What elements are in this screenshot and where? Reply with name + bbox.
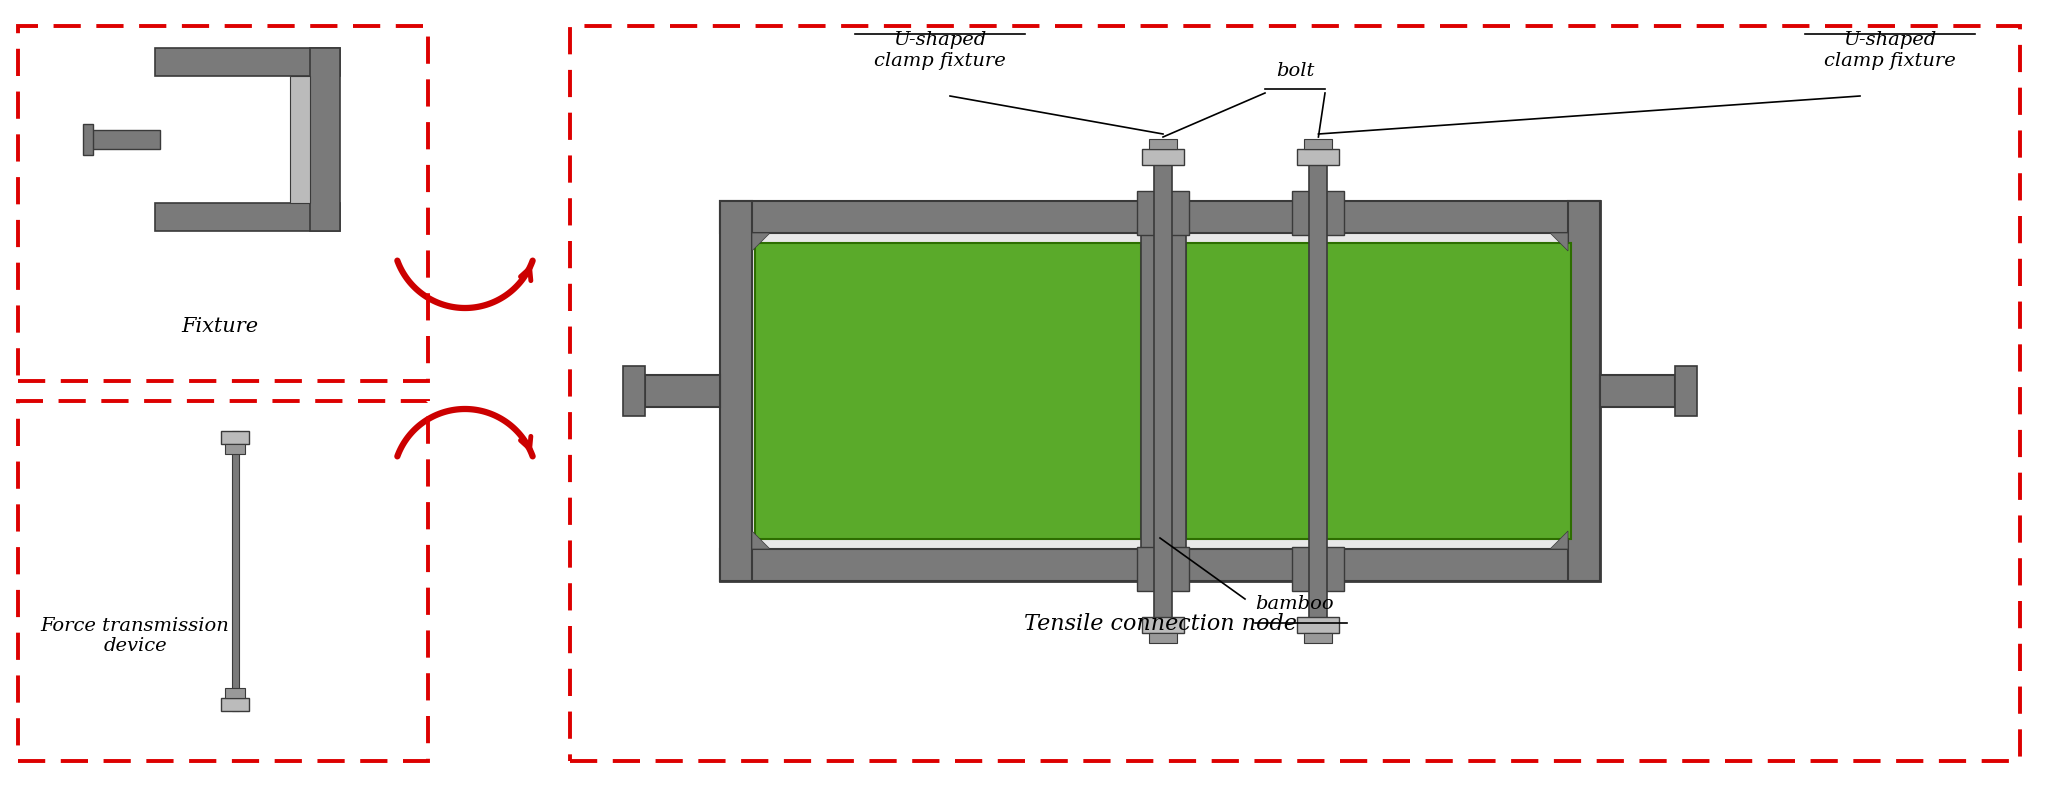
Text: U-shaped
clamp fixture: U-shaped clamp fixture <box>1824 31 1955 70</box>
Bar <box>1304 139 1333 149</box>
Bar <box>156 203 340 231</box>
Bar <box>1568 201 1601 581</box>
Bar <box>755 243 1140 539</box>
Bar <box>1148 139 1177 149</box>
Bar <box>721 201 751 581</box>
Bar <box>221 431 250 444</box>
Polygon shape <box>751 531 770 549</box>
Bar <box>291 76 309 203</box>
Bar <box>1185 243 1570 539</box>
Bar <box>84 124 92 155</box>
Bar <box>1148 633 1177 643</box>
Bar <box>18 26 428 381</box>
Bar <box>1155 149 1173 633</box>
Bar <box>751 233 1568 549</box>
Bar <box>721 201 1601 233</box>
Bar <box>1298 149 1339 165</box>
Bar <box>1304 633 1333 643</box>
Bar <box>90 130 160 149</box>
Bar <box>645 375 721 407</box>
Text: U-shaped
clamp fixture: U-shaped clamp fixture <box>874 31 1005 70</box>
Polygon shape <box>1550 531 1568 549</box>
Bar <box>569 26 2020 761</box>
Text: bolt: bolt <box>1275 62 1314 80</box>
Bar <box>18 401 428 761</box>
Bar <box>225 688 246 698</box>
Bar <box>1310 149 1326 633</box>
Polygon shape <box>751 233 770 251</box>
Bar <box>1298 617 1339 633</box>
Bar <box>721 549 1601 581</box>
Bar <box>225 444 246 454</box>
Bar <box>1292 547 1345 591</box>
Bar <box>1674 366 1697 416</box>
Bar <box>1142 149 1183 165</box>
Text: bamboo: bamboo <box>1255 595 1335 613</box>
Bar <box>622 366 645 416</box>
Text: Fixture: Fixture <box>182 317 258 336</box>
Text: Force transmission
device: Force transmission device <box>41 616 229 656</box>
Bar <box>221 698 250 711</box>
Polygon shape <box>1550 233 1568 251</box>
Bar <box>1136 191 1189 235</box>
Bar <box>1136 547 1189 591</box>
Bar <box>231 431 239 711</box>
Bar <box>721 201 1601 581</box>
Bar <box>309 48 340 231</box>
Bar <box>1142 617 1183 633</box>
Bar <box>1292 191 1345 235</box>
Bar <box>1140 209 1185 573</box>
Bar <box>1601 375 1674 407</box>
Text: Tensile connection node: Tensile connection node <box>1024 613 1296 635</box>
Bar <box>156 48 340 76</box>
